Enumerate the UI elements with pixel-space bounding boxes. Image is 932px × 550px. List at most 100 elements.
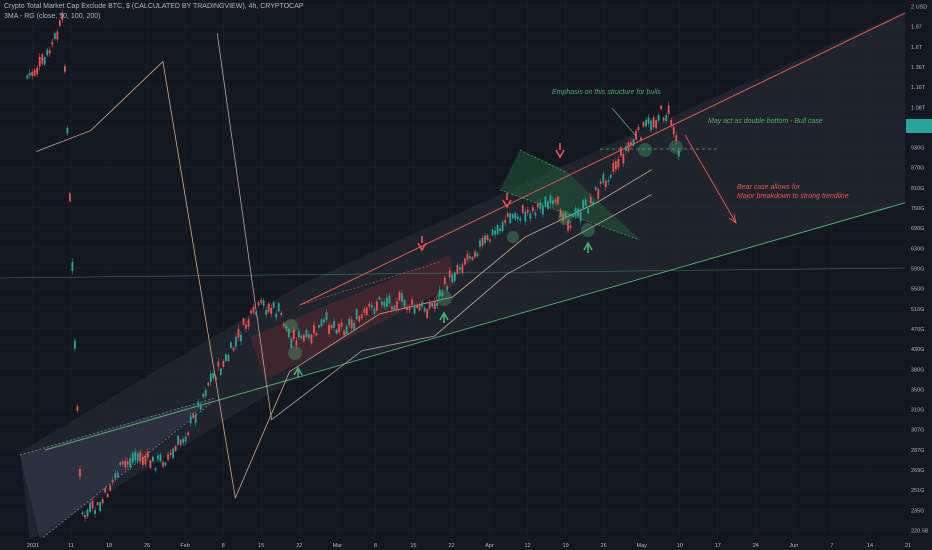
indicator-legend: 3MA - RG (close, 50, 100, 200) <box>4 13 101 20</box>
candle-body <box>375 301 378 311</box>
time-axis[interactable]: 2021 11 18 25 Feb 8 15 22 Mar 8 15 22 Apr 12 19 26 May 10… <box>0 538 932 550</box>
candle-body <box>396 301 398 309</box>
candles <box>26 9 680 522</box>
candle-body <box>121 461 124 464</box>
wedge-red-shade <box>250 255 455 380</box>
channel-shade <box>20 0 930 540</box>
candle-body <box>252 306 255 313</box>
candle-body <box>295 340 298 346</box>
x-tick-label: Jun <box>789 543 798 549</box>
dotted-wedge-lower <box>39 399 216 541</box>
candle-body <box>66 127 69 134</box>
candle-body <box>358 316 361 322</box>
candle-body <box>597 189 600 199</box>
candle-body <box>632 139 635 146</box>
y-tick-label: 630G <box>911 246 924 252</box>
candle-body <box>531 207 534 212</box>
candle-body <box>365 307 368 316</box>
candle-body <box>370 305 373 308</box>
candle-body <box>529 213 532 219</box>
candle-body <box>96 502 99 506</box>
horizontal-line <box>0 267 906 279</box>
triangle-green-shade <box>500 150 640 240</box>
pattern-zones <box>20 0 930 540</box>
candle-body <box>33 69 36 76</box>
candle-body <box>408 306 411 311</box>
bear-case-note-1: Bear case allows for <box>737 184 801 191</box>
candle-body <box>592 201 595 205</box>
candle-body <box>614 161 617 170</box>
candle-body <box>237 328 240 338</box>
candle-body <box>189 416 192 424</box>
candle-body <box>167 454 169 460</box>
candle-body <box>642 122 645 127</box>
candle-body <box>86 509 89 517</box>
candle-body <box>338 323 341 333</box>
candle-body <box>51 42 54 45</box>
arrow-up-icon <box>583 241 593 253</box>
candle-body <box>305 330 308 338</box>
candle-body <box>607 179 610 182</box>
bear-arrow-icon <box>684 134 737 225</box>
candle-body <box>536 203 539 208</box>
x-tick-label: 24 <box>753 543 759 549</box>
x-tick-label: May <box>637 543 648 549</box>
candle-body <box>559 209 562 217</box>
candle-body <box>272 302 275 308</box>
candle-body <box>192 413 195 419</box>
candle-body <box>63 66 66 72</box>
candle-body <box>61 12 64 20</box>
candle-body <box>582 200 585 209</box>
x-tick-label: 11 <box>68 543 74 549</box>
candle-body <box>471 257 474 261</box>
candle-body <box>431 303 434 307</box>
candle-body <box>116 472 119 477</box>
candle-body <box>506 213 509 217</box>
candle-body <box>308 334 310 338</box>
candle-body <box>526 209 529 213</box>
candle-body <box>453 272 456 281</box>
ma-line-100 <box>216 33 652 421</box>
candle-body <box>509 213 512 224</box>
candle-body <box>345 326 348 335</box>
y-tick-label: 1.36T <box>911 65 926 71</box>
y-tick-label: 690G <box>911 226 924 232</box>
candle-body <box>154 468 157 471</box>
price-axis[interactable]: 2 USD1.971.6T1.36T1.16T1.08T1.005T930G87… <box>905 0 932 550</box>
candle-body <box>426 309 429 318</box>
candle-body <box>650 120 652 131</box>
candle-body <box>587 208 590 214</box>
candle-body <box>416 304 419 308</box>
candle-body <box>235 336 237 347</box>
candle-body <box>383 301 386 307</box>
candle-body <box>380 301 383 305</box>
candle-body <box>267 303 270 312</box>
candle-body <box>446 286 449 291</box>
candle-body <box>567 220 569 231</box>
candle-body <box>635 130 637 140</box>
candle-body <box>645 119 647 127</box>
candle-body <box>139 451 142 462</box>
candle-body <box>240 334 242 342</box>
current-price-tag <box>906 119 932 133</box>
candle-body <box>124 460 127 468</box>
candle-body <box>56 31 59 40</box>
x-tick-label: 22 <box>448 543 454 549</box>
x-tick-label: 2021 <box>27 543 39 549</box>
x-tick-label: 19 <box>563 543 569 549</box>
candle-body <box>552 200 554 205</box>
candle-body <box>255 311 257 315</box>
candle-body <box>619 147 622 156</box>
candle-body <box>318 325 320 328</box>
candle-body <box>625 146 627 151</box>
candle-body <box>162 461 164 467</box>
x-tick-label: 22 <box>296 543 302 549</box>
x-tick-label: 15 <box>410 543 416 549</box>
candle-body <box>511 214 514 219</box>
candle-body <box>76 406 79 411</box>
candle-body <box>152 456 154 462</box>
candle-body <box>486 234 489 240</box>
candle-body <box>423 307 426 312</box>
